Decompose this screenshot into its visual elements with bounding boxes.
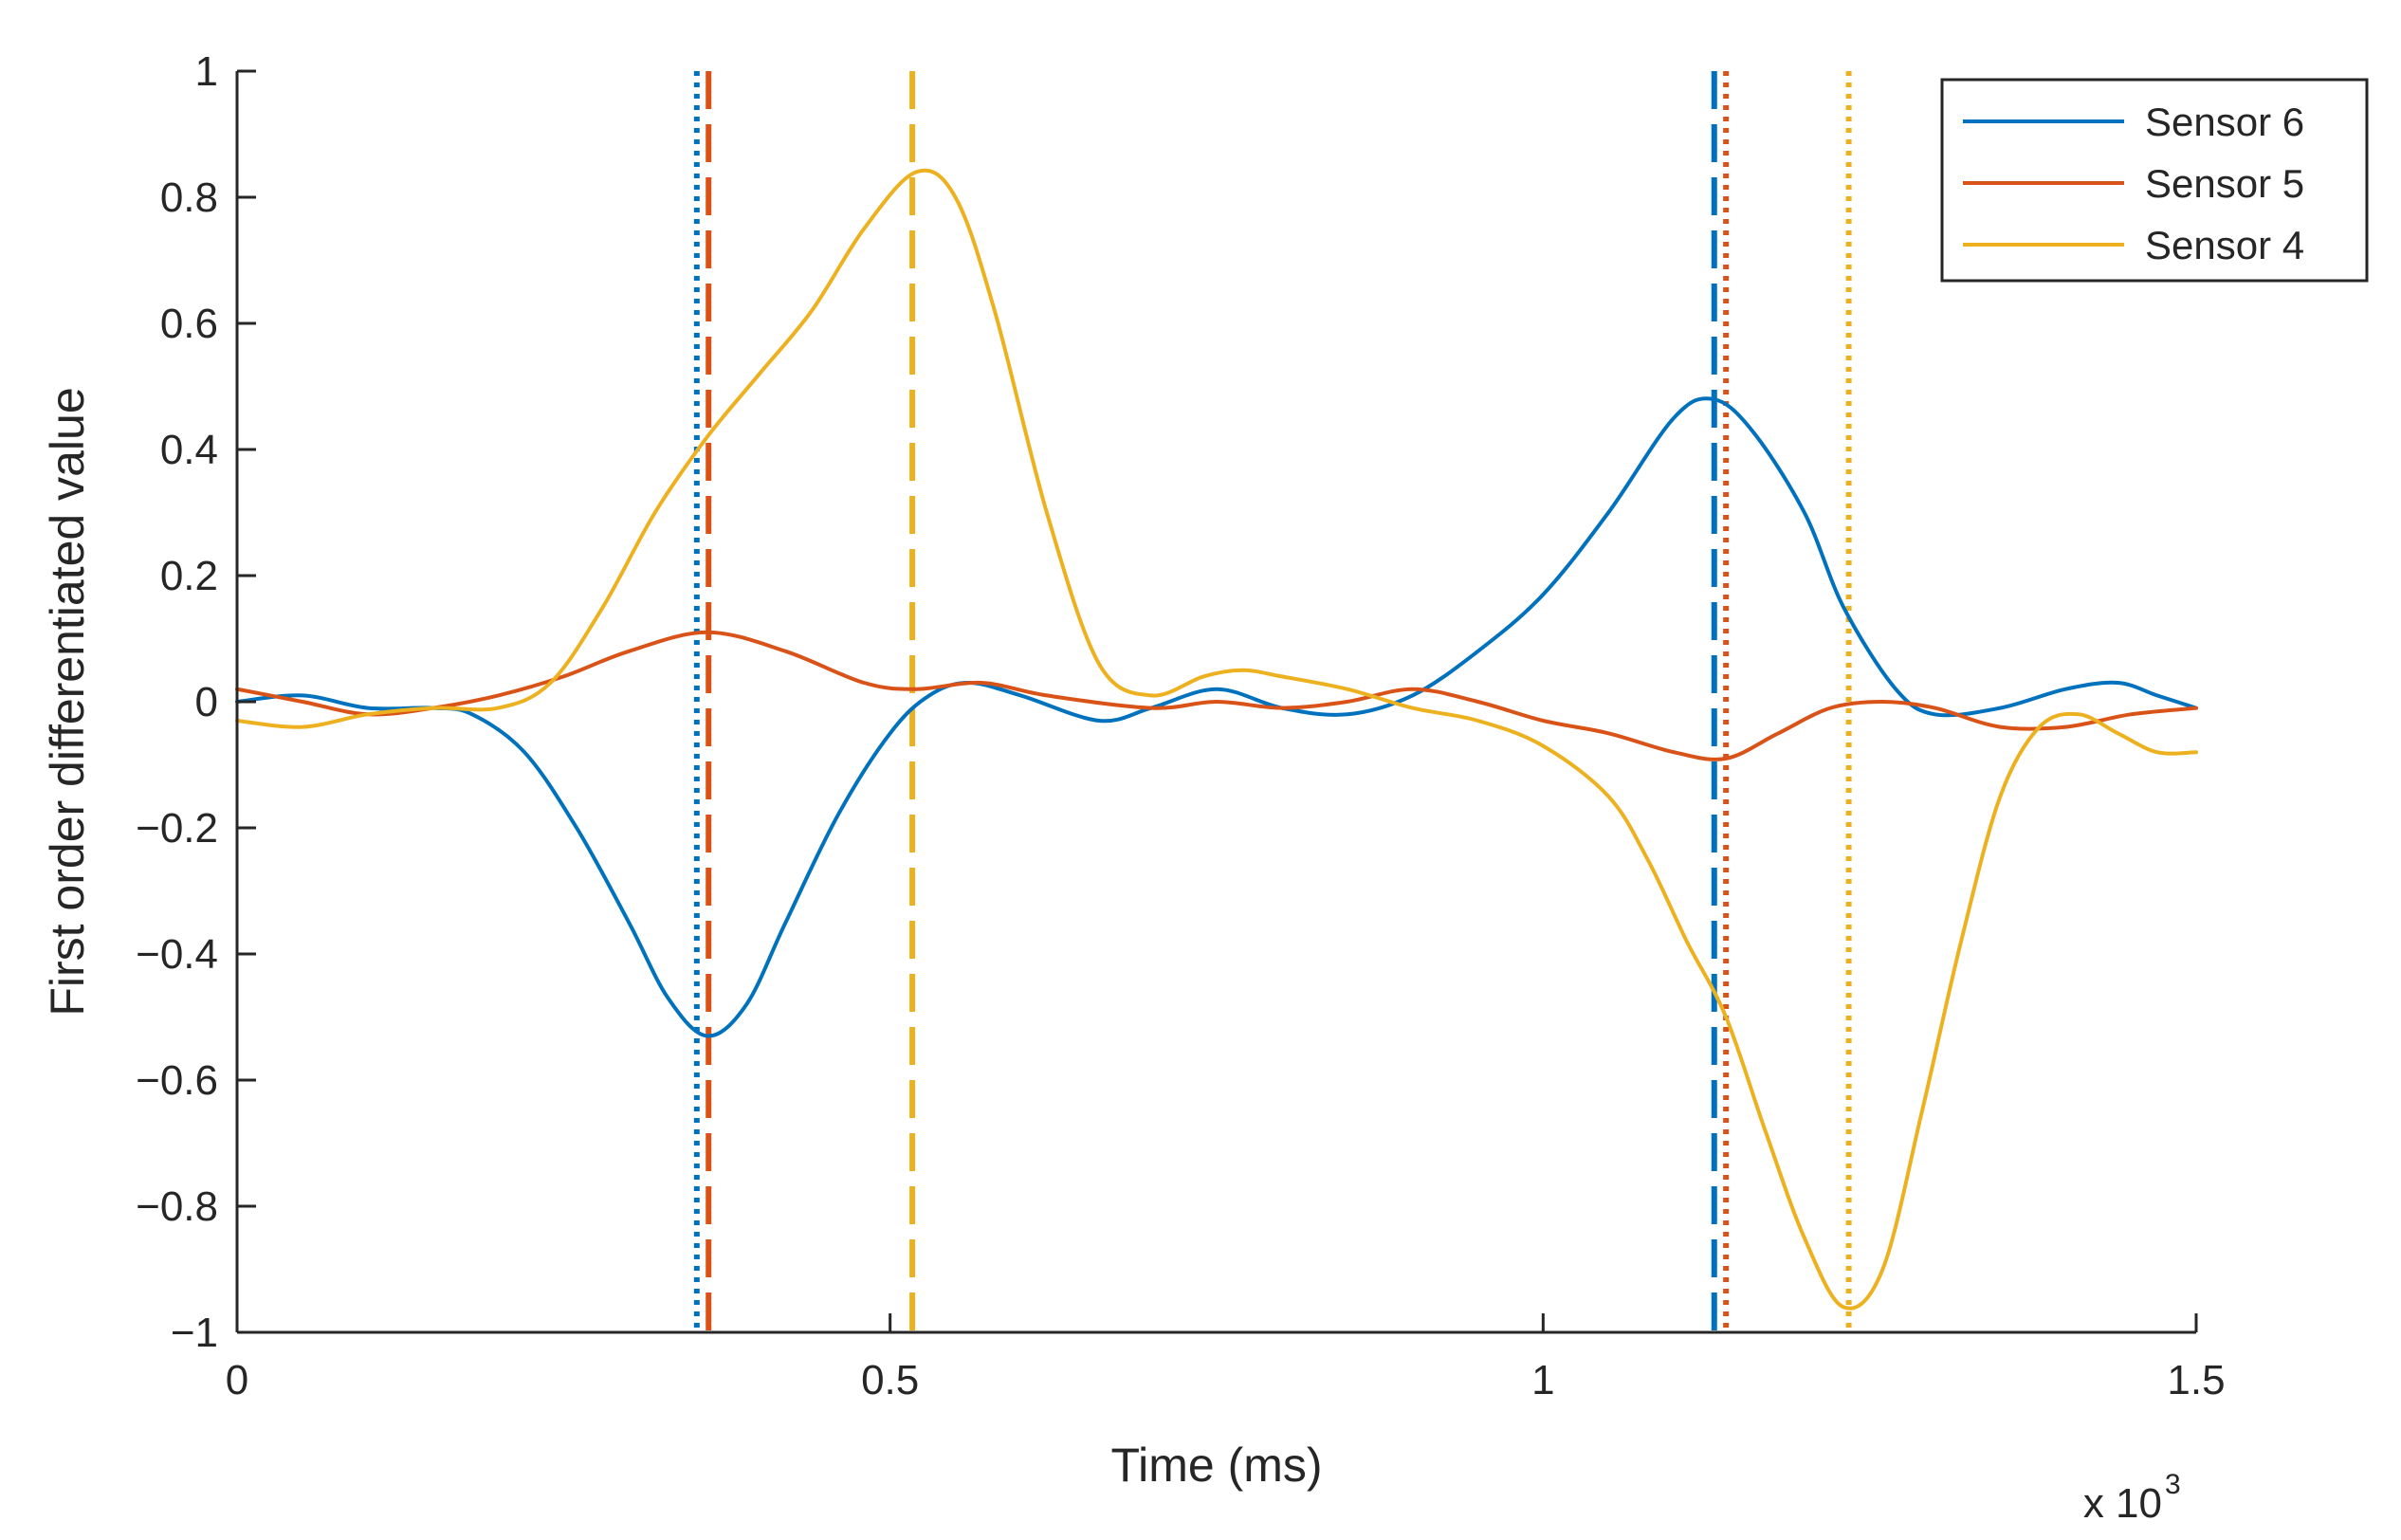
y-tick-label: 0 bbox=[195, 679, 218, 725]
legend-label-sensor-5: Sensor 5 bbox=[2145, 161, 2304, 206]
y-tick-label: 0.4 bbox=[160, 427, 218, 473]
y-tick-label: 0.8 bbox=[160, 174, 218, 221]
legend-box bbox=[1940, 78, 2369, 283]
x-exponent-label: x 10 bbox=[2083, 1480, 2162, 1527]
x-axis-title: Time (ms) bbox=[1110, 1439, 1322, 1492]
x-tick-label: 1.5 bbox=[2167, 1357, 2225, 1403]
y-tick-label: 1 bbox=[195, 48, 218, 95]
y-tick-label: −0.8 bbox=[136, 1183, 218, 1230]
series-line-sensor-6 bbox=[235, 396, 2198, 1038]
series-line-sensor-4 bbox=[235, 168, 2198, 1311]
y-tick-label: 0.2 bbox=[160, 553, 218, 599]
legend-label-sensor-6: Sensor 6 bbox=[2145, 100, 2304, 144]
x-tick-label: 0.5 bbox=[861, 1357, 919, 1403]
y-tick-label: −1 bbox=[171, 1310, 218, 1356]
axes bbox=[235, 69, 2198, 1334]
legend-label-sensor-4: Sensor 4 bbox=[2145, 223, 2304, 267]
x-exponent-power: 3 bbox=[2165, 1469, 2181, 1500]
tick-labels: 0 0.5 1 1.5 −1 −0.8 −0.6 −0.4 −0.2 0 0.2 0.4 0.6 0.8 1 bbox=[136, 48, 2225, 1403]
y-tick-label: −0.6 bbox=[136, 1057, 218, 1104]
y-tick-label: 0.6 bbox=[160, 301, 218, 347]
x-tick-label: 1 bbox=[1531, 1357, 1554, 1403]
y-tick-label: −0.2 bbox=[136, 805, 218, 852]
legend: Sensor 6 Sensor 5 Sensor 4 bbox=[1940, 78, 2369, 283]
series-lines bbox=[235, 168, 2198, 1311]
y-axis-title: First order differentiated value bbox=[41, 387, 94, 1016]
vertical-markers bbox=[693, 71, 1852, 1332]
series-line-sensor-5 bbox=[235, 630, 2198, 761]
x-tick-label: 0 bbox=[226, 1357, 248, 1403]
y-tick-label: −0.4 bbox=[136, 931, 218, 978]
